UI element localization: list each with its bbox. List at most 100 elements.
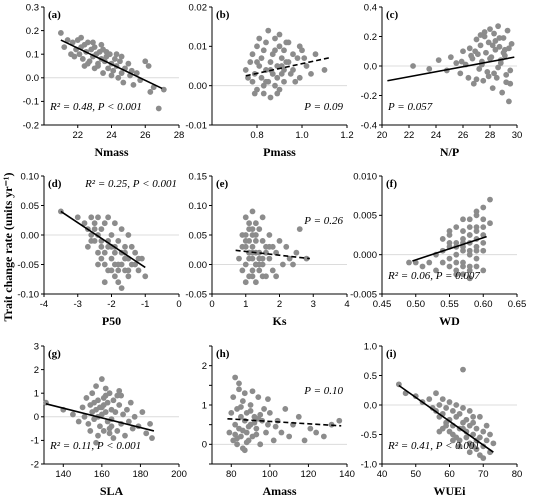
stats-part: = 0.10 bbox=[311, 385, 344, 397]
data-point bbox=[252, 279, 259, 286]
data-point bbox=[90, 39, 96, 46]
data-point bbox=[118, 261, 125, 268]
regression-line bbox=[387, 56, 515, 82]
data-point bbox=[108, 255, 115, 262]
data-point bbox=[487, 26, 493, 33]
data-point bbox=[303, 255, 310, 262]
data-point bbox=[81, 413, 88, 420]
y-tick-label: 1.0 bbox=[364, 341, 377, 352]
x-tick-label: 26 bbox=[458, 130, 469, 141]
x-tick-label: 22 bbox=[404, 130, 415, 141]
y-tick-label: 0.2 bbox=[26, 26, 39, 37]
data-point bbox=[492, 38, 499, 44]
data-point bbox=[496, 43, 503, 50]
x-tick-label: 180 bbox=[132, 469, 148, 480]
data-point bbox=[460, 366, 466, 373]
data-point bbox=[232, 431, 239, 438]
y-tick-label: 3 bbox=[34, 341, 39, 352]
data-point bbox=[226, 429, 233, 436]
data-point bbox=[254, 43, 260, 50]
data-point bbox=[263, 78, 269, 85]
data-point bbox=[125, 232, 132, 238]
data-point bbox=[93, 439, 99, 446]
data-point bbox=[239, 232, 246, 238]
data-point bbox=[108, 232, 115, 238]
data-point bbox=[294, 55, 301, 62]
data-point bbox=[487, 55, 493, 62]
stats-part: < 0.001 bbox=[104, 101, 142, 113]
shared-y-axis-label: Trait change rate (units yr⁻¹) bbox=[1, 172, 15, 321]
data-point bbox=[95, 63, 101, 69]
data-point bbox=[261, 406, 267, 412]
data-point bbox=[490, 440, 497, 447]
stats-part: P bbox=[303, 215, 311, 227]
y-tick-label: 0.05 bbox=[189, 230, 208, 241]
data-point bbox=[507, 67, 514, 74]
data-point bbox=[473, 247, 480, 254]
panel-label: (i) bbox=[386, 348, 397, 360]
data-point bbox=[142, 58, 149, 65]
data-point bbox=[263, 39, 269, 46]
stats-part: < 0.001 bbox=[442, 440, 480, 452]
data-point bbox=[263, 429, 269, 436]
x-tick-label: 50 bbox=[410, 469, 421, 480]
data-point bbox=[252, 238, 259, 244]
data-point bbox=[439, 259, 446, 266]
data-point bbox=[313, 429, 320, 436]
data-point bbox=[463, 434, 470, 441]
data-point bbox=[295, 413, 302, 420]
y-tick-label: 0.0 bbox=[364, 400, 377, 411]
data-point bbox=[258, 55, 265, 62]
y-tick-label: 0.0 bbox=[364, 61, 377, 72]
x-tick-label: 160 bbox=[94, 469, 110, 480]
data-point bbox=[89, 390, 96, 397]
stats-part: < 0.001 bbox=[139, 178, 177, 190]
data-point bbox=[286, 433, 293, 440]
data-point bbox=[466, 224, 473, 231]
data-point bbox=[114, 428, 121, 434]
x-tick-label: 1.0 bbox=[295, 130, 308, 141]
x-tick-label: 0.45 bbox=[373, 299, 392, 310]
x-tick-label: -3 bbox=[74, 299, 82, 310]
data-point bbox=[468, 52, 474, 59]
data-point bbox=[436, 402, 443, 408]
data-point bbox=[507, 80, 514, 87]
stats-annotation: P = 0.10 bbox=[303, 385, 343, 397]
stats-annotation: R² = 0.06, P = 0.007 bbox=[387, 270, 480, 282]
data-point bbox=[69, 39, 76, 46]
data-point bbox=[489, 85, 496, 92]
data-point bbox=[276, 31, 283, 38]
data-point bbox=[132, 261, 139, 268]
data-point bbox=[458, 58, 465, 65]
data-point bbox=[78, 34, 85, 41]
data-point bbox=[252, 261, 259, 268]
regression-line bbox=[227, 417, 342, 427]
data-point bbox=[453, 60, 460, 66]
panel-label: (f) bbox=[386, 178, 397, 190]
data-point bbox=[410, 63, 416, 69]
data-point bbox=[266, 243, 273, 250]
data-point bbox=[101, 279, 108, 286]
data-point bbox=[103, 48, 110, 55]
data-point bbox=[463, 416, 470, 423]
data-point bbox=[98, 226, 105, 233]
x-tick-label: 20 bbox=[377, 130, 388, 141]
y-tick-label: -0.10 bbox=[17, 289, 39, 300]
data-point bbox=[76, 51, 83, 58]
regression-line bbox=[245, 56, 332, 77]
data-point bbox=[278, 55, 285, 62]
data-point bbox=[242, 214, 249, 221]
data-point bbox=[104, 399, 111, 406]
data-point bbox=[251, 90, 258, 97]
x-tick-label: 0.50 bbox=[407, 299, 426, 310]
data-point bbox=[446, 239, 453, 246]
data-point bbox=[142, 273, 149, 280]
data-point bbox=[98, 243, 105, 250]
data-point bbox=[466, 247, 473, 254]
data-point bbox=[307, 425, 314, 432]
data-point bbox=[95, 249, 101, 256]
data-point bbox=[116, 402, 123, 408]
data-point bbox=[460, 247, 466, 254]
data-point bbox=[260, 47, 267, 54]
